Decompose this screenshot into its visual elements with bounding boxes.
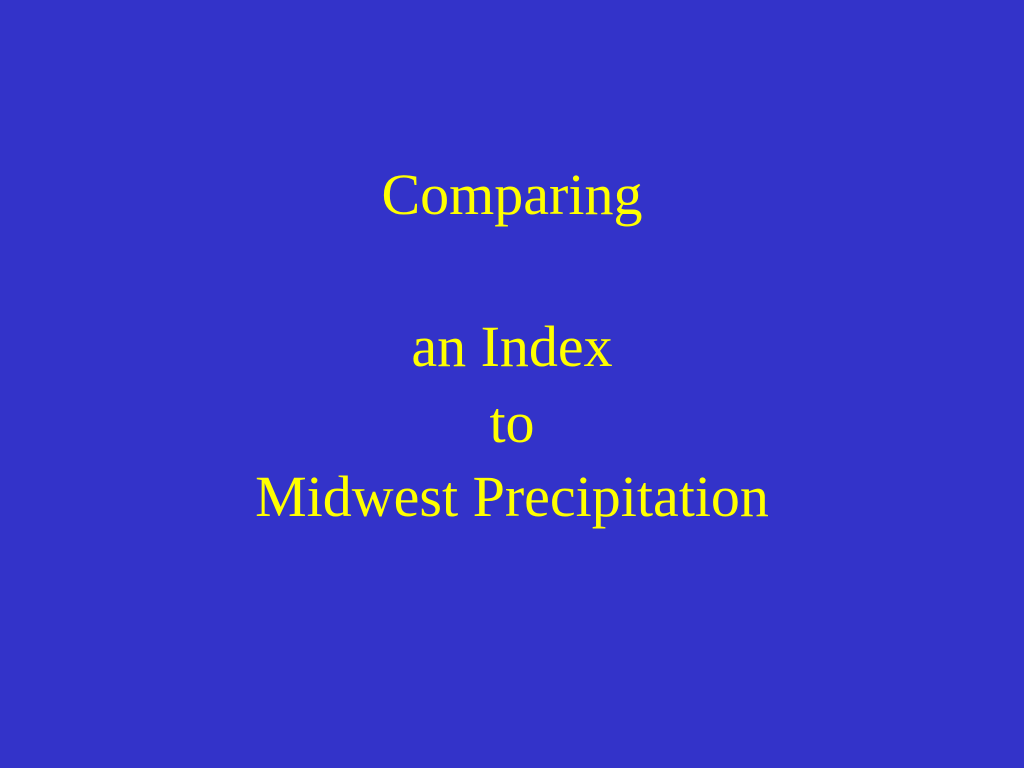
title-line-4: Midwest Precipitation xyxy=(255,464,769,529)
title-line-3: to xyxy=(489,390,535,455)
title-line-2: an Index xyxy=(411,314,613,379)
title-line-1: Comparing xyxy=(381,162,643,227)
